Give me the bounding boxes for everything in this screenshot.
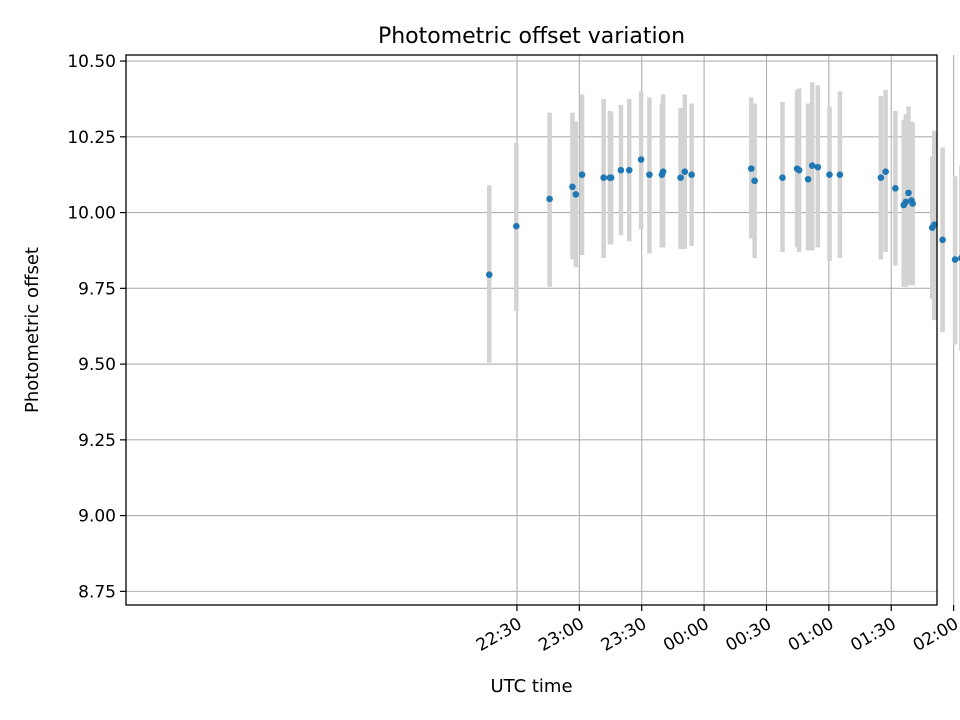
y-tick-label: 9.75 [78, 279, 116, 299]
data-point [485, 271, 493, 278]
data-point [572, 191, 580, 198]
data-point [600, 174, 607, 182]
y-axis-ticks: 8.75 9.00 9.25 9.50 9.75 10.00 10.25 10.50 [67, 52, 126, 602]
data-point [688, 171, 695, 178]
data-point [814, 163, 822, 171]
data-point [892, 185, 899, 192]
data-point [804, 175, 812, 183]
y-tick-label: 9.00 [78, 507, 116, 527]
data-point [836, 171, 844, 178]
data-point [808, 162, 816, 169]
x-axis-label: UTC time [490, 676, 572, 697]
y-tick-label: 8.75 [78, 582, 116, 602]
data-point [607, 174, 615, 182]
plot-frame [125, 54, 938, 606]
y-tick-label: 10.25 [67, 128, 116, 148]
data-point [748, 165, 755, 172]
data-point [681, 168, 689, 175]
y-axis-label: Photometric offset [22, 247, 43, 413]
data-point [625, 166, 633, 174]
data-points [485, 156, 960, 278]
data-point [569, 183, 576, 191]
y-tick-label: 9.25 [78, 431, 116, 451]
data-point [909, 200, 916, 207]
data-point [902, 198, 910, 206]
data-point [826, 171, 833, 178]
y-tick-label: 9.50 [78, 355, 116, 375]
data-point [795, 166, 803, 174]
data-point [939, 236, 946, 244]
data-point [779, 174, 786, 182]
y-tick-label: 10.00 [67, 204, 116, 224]
data-point [546, 195, 553, 203]
data-point [930, 221, 938, 228]
data-point [751, 177, 758, 185]
data-point [646, 171, 653, 178]
data-point [513, 222, 520, 230]
data-point [905, 189, 912, 197]
chart-title: Photometric offset variation [378, 24, 685, 49]
data-point [882, 168, 889, 175]
data-point [659, 168, 667, 175]
data-point [578, 171, 586, 178]
data-point [951, 256, 959, 263]
y-tick-label: 10.50 [67, 52, 116, 72]
data-point [637, 156, 645, 163]
data-point [877, 174, 885, 182]
data-point [677, 174, 684, 182]
data-point [617, 166, 625, 174]
